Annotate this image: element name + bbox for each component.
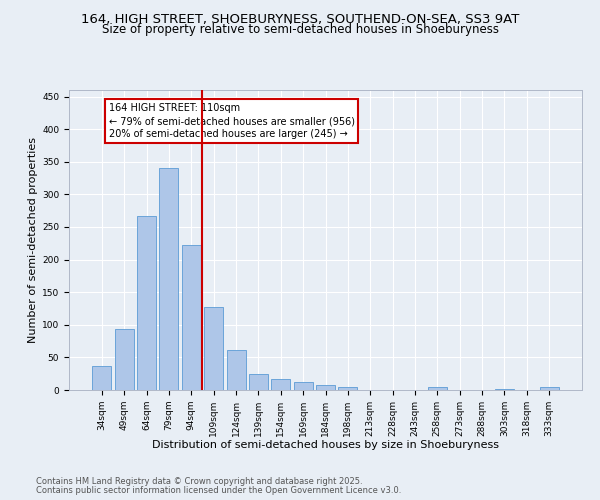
Text: Contains public sector information licensed under the Open Government Licence v3: Contains public sector information licen…: [36, 486, 401, 495]
Text: Contains HM Land Registry data © Crown copyright and database right 2025.: Contains HM Land Registry data © Crown c…: [36, 477, 362, 486]
Text: Size of property relative to semi-detached houses in Shoeburyness: Size of property relative to semi-detach…: [101, 22, 499, 36]
Bar: [182, 244, 201, 390]
Bar: [160, 168, 178, 390]
Bar: [137, 216, 156, 390]
Bar: [539, 386, 559, 390]
Bar: [338, 388, 358, 390]
Bar: [115, 330, 134, 390]
Bar: [249, 374, 268, 390]
Text: 164 HIGH STREET: 110sqm
← 79% of semi-detached houses are smaller (956)
20% of s: 164 HIGH STREET: 110sqm ← 79% of semi-de…: [109, 103, 355, 140]
Bar: [92, 366, 112, 390]
Bar: [495, 388, 514, 390]
Bar: [204, 306, 223, 390]
Bar: [293, 382, 313, 390]
Bar: [227, 350, 245, 390]
Text: 164, HIGH STREET, SHOEBURYNESS, SOUTHEND-ON-SEA, SS3 9AT: 164, HIGH STREET, SHOEBURYNESS, SOUTHEND…: [81, 12, 519, 26]
Bar: [271, 379, 290, 390]
Bar: [316, 386, 335, 390]
Y-axis label: Number of semi-detached properties: Number of semi-detached properties: [28, 137, 38, 343]
Bar: [428, 386, 447, 390]
X-axis label: Distribution of semi-detached houses by size in Shoeburyness: Distribution of semi-detached houses by …: [152, 440, 499, 450]
